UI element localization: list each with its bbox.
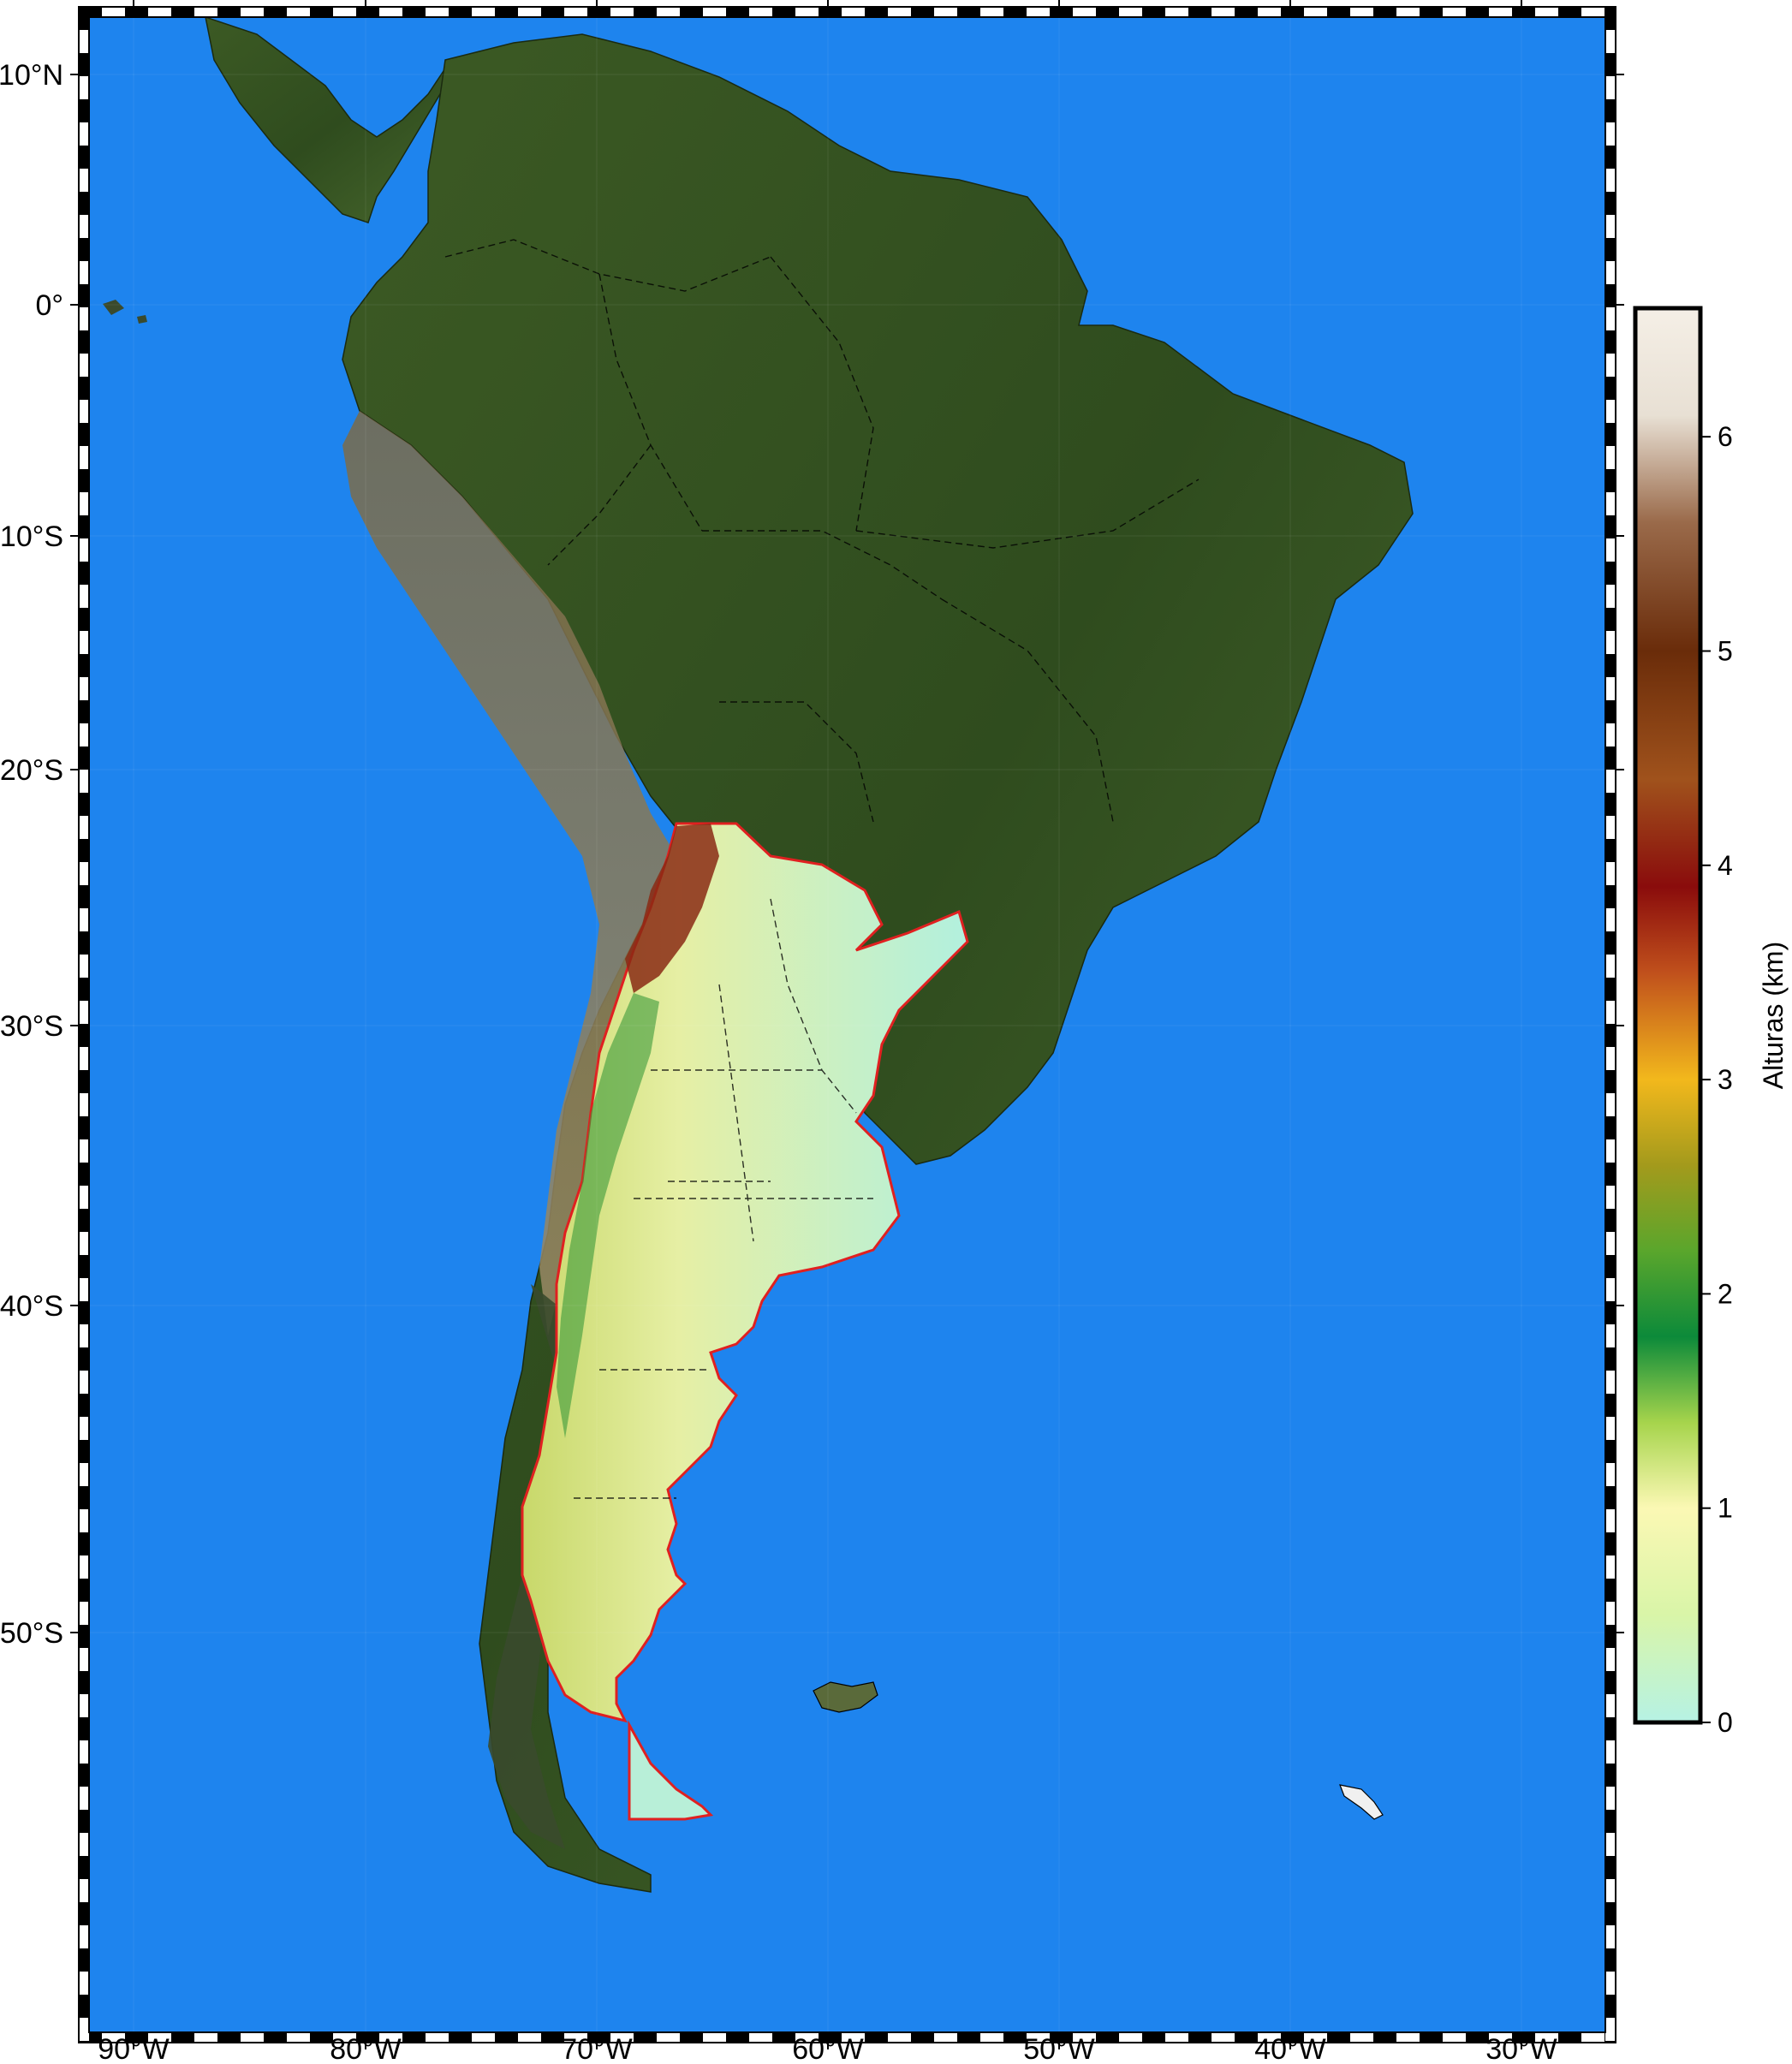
map-frame <box>78 6 1616 2043</box>
tick-marks <box>70 0 1624 2049</box>
falkland-islands <box>813 1681 878 1713</box>
colorbar-tick-label: 0 <box>1718 1707 1733 1738</box>
land-layer <box>103 17 1414 1893</box>
colorbar-tick-label: 2 <box>1718 1278 1733 1309</box>
lat-label-0: 0° <box>35 289 63 322</box>
latitude-labels: 10°N 0° 10°S 20°S 30°S 40°S 50°S <box>0 59 63 1650</box>
graticule <box>89 17 1605 2032</box>
galapagos-islands <box>103 300 147 324</box>
lat-label-20s: 20°S <box>0 754 63 787</box>
lon-label-50w: 50°W <box>1023 2033 1095 2064</box>
lon-label-30w: 30°W <box>1485 2033 1557 2064</box>
lat-label-50s: 50°S <box>0 1617 63 1650</box>
colorbar-title: Alturas (km) <box>1758 942 1789 1089</box>
argentina-andes-peaks <box>625 824 719 993</box>
colorbar-tick-label: 5 <box>1718 635 1733 666</box>
lon-label-60w: 60°W <box>792 2033 864 2064</box>
colorbar-gradient <box>1633 306 1703 1725</box>
country-borders <box>444 239 1200 1499</box>
lat-label-10n: 10°N <box>0 59 63 92</box>
colorbar-tick-label: 6 <box>1718 421 1733 452</box>
argentina-andes-green <box>557 993 659 1438</box>
longitude-labels: 90°W 80°W 70°W 60°W 50°W 40°W 30°W <box>98 2033 1557 2064</box>
colorbar-tick-label: 4 <box>1718 850 1733 881</box>
lat-label-10s: 10°S <box>0 520 63 553</box>
lon-label-80w: 80°W <box>330 2033 402 2064</box>
tierra-del-fuego <box>628 1720 714 1821</box>
lat-label-40s: 40°S <box>0 1290 63 1323</box>
colorbar-ticks: 0 1 2 3 4 5 6 <box>1700 421 1733 1738</box>
colorbar-tick-label: 3 <box>1718 1064 1733 1095</box>
lon-label-40w: 40°W <box>1254 2033 1326 2064</box>
colorbar-tick-label: 1 <box>1718 1493 1733 1524</box>
lon-label-70w: 70°W <box>561 2033 633 2064</box>
lat-label-30s: 30°S <box>0 1010 63 1043</box>
elevation-colorbar: 0 1 2 3 4 5 6 Alturas (km) <box>1633 306 1789 1738</box>
south-georgia <box>1339 1784 1384 1820</box>
lon-label-90w: 90°W <box>98 2033 170 2064</box>
